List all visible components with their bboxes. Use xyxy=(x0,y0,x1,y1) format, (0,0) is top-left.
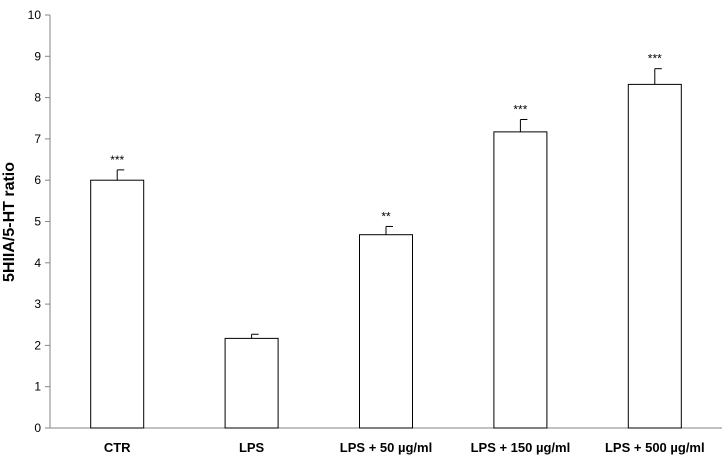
y-tick-label: 7 xyxy=(34,132,41,146)
y-tick-label: 3 xyxy=(34,297,41,311)
significance-label: *** xyxy=(648,52,662,66)
x-tick-labels: CTR LPS LPS + 50 µg/ml LPS + 150 µg/ml LPS +… xyxy=(104,440,705,455)
y-tick-label: 10 xyxy=(28,8,42,22)
y-tick-label: 4 xyxy=(34,256,41,270)
significance-label: *** xyxy=(513,102,527,116)
y-ticks: 0 1 2 3 4 5 6 7 8 9 10 xyxy=(28,8,50,435)
bar xyxy=(627,83,682,429)
bars xyxy=(90,83,682,429)
x-tick-label: LPS + 50 µg/ml xyxy=(340,440,432,455)
y-tick-label: 6 xyxy=(34,173,41,187)
bar xyxy=(359,234,413,429)
y-axis-label: 5HIIA/5-HT ratio xyxy=(1,162,18,282)
y-tick-label: 5 xyxy=(34,215,41,229)
x-tick-label: LPS + 150 µg/ml xyxy=(471,440,571,455)
x-tick-label: LPS xyxy=(239,440,265,455)
error-bars xyxy=(116,68,662,339)
y-tick-label: 9 xyxy=(34,49,41,63)
y-tick-label: 2 xyxy=(34,338,41,352)
significance-label: *** xyxy=(110,153,124,167)
significance-label: ** xyxy=(381,209,391,223)
y-tick-label: 0 xyxy=(34,421,41,435)
bar xyxy=(224,337,279,429)
bar xyxy=(493,131,548,429)
y-tick-label: 1 xyxy=(34,380,41,394)
significance-labels: *********** xyxy=(110,52,662,224)
x-tick-label: CTR xyxy=(104,440,131,455)
x-tick-label: LPS + 500 µg/ml xyxy=(605,440,705,455)
y-tick-label: 8 xyxy=(34,91,41,105)
bar xyxy=(90,179,145,429)
